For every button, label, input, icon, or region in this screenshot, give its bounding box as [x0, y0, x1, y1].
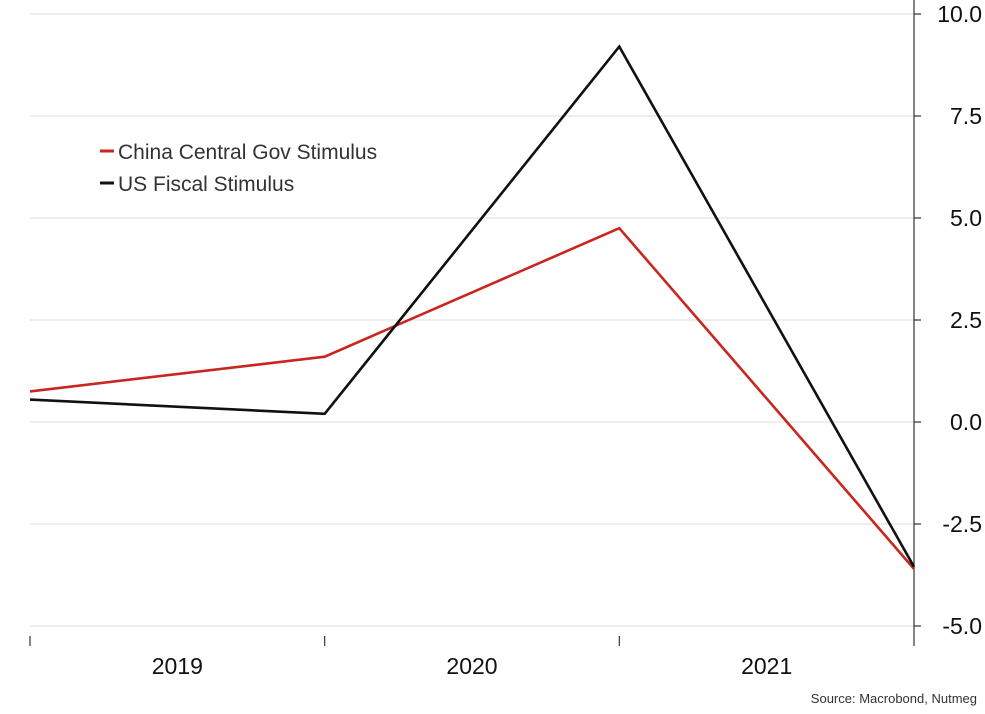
source-note: Source: Macrobond, Nutmeg — [811, 691, 977, 706]
legend-label: China Central Gov Stimulus — [118, 141, 377, 164]
legend-label: US Fiscal Stimulus — [118, 173, 294, 196]
y-tick-label: 10.0 — [937, 1, 982, 27]
y-tick-label: 7.5 — [950, 103, 982, 129]
y-tick-label: 5.0 — [950, 205, 982, 231]
series-line — [29, 44, 916, 568]
series-line — [29, 226, 915, 570]
x-tick-label: 2021 — [741, 653, 792, 679]
x-axis-ticks: 2019 2020 2021 — [29, 636, 915, 679]
series-lines — [29, 44, 916, 570]
y-tick-label: 0.0 — [950, 409, 982, 435]
y-tick-label: 2.5 — [950, 307, 982, 333]
y-tick-label: -5.0 — [942, 613, 982, 639]
y-axis-ticks: 10.0 7.5 5.0 2.5 0.0 -2.5 -5.0 — [914, 1, 982, 639]
gridlines — [30, 13, 914, 627]
x-tick-label: 2020 — [446, 653, 497, 679]
legend: China Central Gov Stimulus US Fiscal Stim… — [100, 141, 377, 196]
x-tick-label: 2019 — [152, 653, 203, 679]
y-tick-label: -2.5 — [942, 511, 982, 537]
